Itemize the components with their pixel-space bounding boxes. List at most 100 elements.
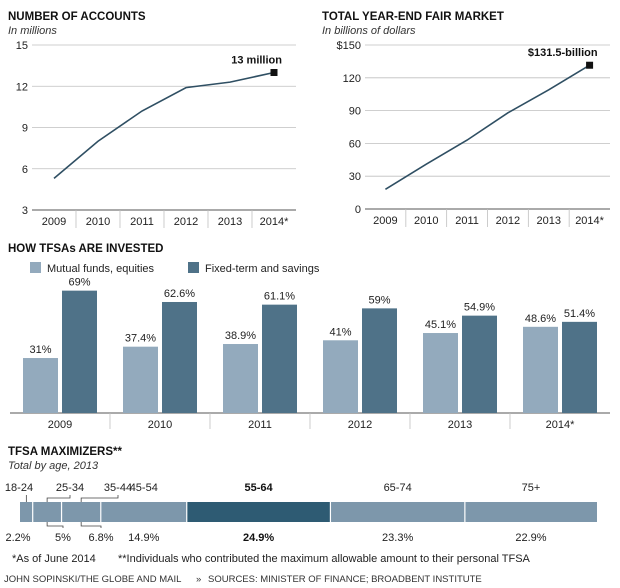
maximizers-title: TFSA MAXIMIZERS** [8, 446, 122, 458]
pct-label-2: 6.8% [88, 532, 113, 544]
segment-5 [330, 502, 465, 522]
pct-label-3: 14.9% [128, 532, 159, 544]
bar-category-0: 2009 [48, 419, 72, 431]
bar-fixed-3 [362, 308, 397, 413]
segment-4 [186, 502, 331, 522]
pct-leader-2 [80, 522, 102, 528]
c2-x-tick-0: 2009 [373, 215, 397, 227]
c1-y-tick-0: 3 [22, 205, 28, 217]
fair-market-subtitle: In billions of dollars [322, 25, 416, 37]
c2-y-tick-0: 0 [355, 204, 361, 216]
pct-label-5: 23.3% [382, 532, 413, 544]
bar-fixed-4 [462, 315, 497, 413]
credit-separator: » [196, 574, 201, 585]
bar-category-4: 2013 [448, 419, 472, 431]
bar-label-fixed-2: 61.1% [264, 291, 295, 303]
bar-label-mutual-5: 48.6% [525, 313, 556, 325]
legend-label-mutual: Mutual funds, equities [47, 263, 155, 275]
fair-market-chart: 0 30 60 90 120 $150 2009 2010 2011 2012 2013 2014* $… [337, 40, 610, 227]
bar-category-3: 2012 [348, 419, 372, 431]
age-label-0: 18-24 [5, 482, 33, 494]
age-label-5: 65-74 [384, 482, 412, 494]
bar-mutual-4 [423, 333, 458, 413]
c1-y-tick-3: 12 [16, 81, 28, 93]
age-label-2: 35-44 [104, 482, 132, 494]
segment-0 [20, 502, 33, 522]
bar-label-mutual-0: 31% [29, 344, 51, 356]
segment-1 [32, 502, 62, 522]
bar-label-fixed-4: 54.9% [464, 302, 495, 314]
bar-fixed-2 [262, 304, 297, 413]
bar-fixed-5 [562, 321, 597, 413]
footnote-maximizers: **Individuals who contributed the maximu… [118, 553, 531, 565]
age-leader-1 [46, 495, 71, 502]
age-label-6: 75+ [522, 482, 541, 494]
pct-leader-1 [46, 522, 64, 528]
bar-label-mutual-2: 38.9% [225, 330, 256, 342]
c2-y-tick-2: 60 [349, 138, 361, 150]
bar-fixed-1 [162, 301, 197, 413]
legend-swatch-fixed [188, 262, 199, 273]
c2-x-tick-5: 2014* [575, 215, 604, 227]
bar-label-fixed-1: 62.6% [164, 288, 195, 300]
bar-label-fixed-3: 59% [368, 294, 390, 306]
age-label-4: 55-64 [245, 482, 274, 494]
c2-y-tick-1: 30 [349, 171, 361, 183]
bar-label-fixed-5: 51.4% [564, 308, 595, 320]
invested-chart: 31% 69% 2009 37.4% 62.6% 2010 38.9% 61.1% 2011 41… [10, 277, 610, 431]
accounts-title: NUMBER OF ACCOUNTS [8, 11, 146, 23]
c1-x-tick-0: 2009 [42, 216, 66, 228]
age-label-1: 25-34 [56, 482, 84, 494]
age-leader-2 [80, 495, 119, 502]
bar-fixed-0 [62, 290, 97, 413]
maximizers-subtitle: Total by age, 2013 [8, 460, 99, 472]
accounts-chart: 3 6 9 12 15 2009 2010 2011 2012 2013 2014* 13 milli… [16, 40, 296, 228]
c1-y-tick-4: 15 [16, 40, 28, 52]
age-label-3: 45-54 [130, 482, 158, 494]
c1-series-line [53, 71, 275, 179]
c1-x-tick-3: 2012 [174, 216, 198, 228]
credit: JOHN SOPINSKI/THE GLOBE AND MAIL [4, 574, 181, 585]
c1-y-tick-2: 9 [22, 123, 28, 135]
footnote-as-of: *As of June 2014 [12, 553, 96, 565]
c1-end-marker [270, 69, 278, 76]
c2-y-tick-4: 120 [343, 73, 361, 85]
bar-mutual-2 [223, 344, 258, 413]
pct-label-6: 22.9% [515, 532, 546, 544]
bar-mutual-1 [123, 346, 158, 413]
invested-title: HOW TFSAs ARE INVESTED [8, 243, 163, 255]
sources: SOURCES: MINISTER OF FINANCE; BROADBENT … [208, 574, 482, 585]
fair-market-title: TOTAL YEAR-END FAIR MARKET [322, 11, 504, 23]
accounts-subtitle: In millions [8, 25, 57, 37]
c2-y-tick-3: 90 [349, 106, 361, 118]
legend-swatch-mutual [30, 262, 41, 273]
c1-x-tick-2: 2011 [130, 216, 154, 228]
segment-6 [464, 502, 597, 522]
bar-mutual-5 [523, 326, 558, 413]
bar-label-fixed-0: 69% [68, 277, 90, 289]
legend-label-fixed: Fixed-term and savings [205, 263, 320, 275]
c1-y-tick-1: 6 [22, 164, 28, 176]
pct-label-1: 5% [55, 532, 71, 544]
c2-end-marker [586, 61, 594, 69]
bar-category-2: 2011 [248, 419, 272, 431]
c2-series-line [384, 64, 590, 191]
pct-label-4: 24.9% [243, 532, 274, 544]
c2-x-tick-4: 2013 [537, 215, 561, 227]
bar-category-1: 2010 [148, 419, 172, 431]
c2-end-annotation: $131.5-billion [528, 47, 598, 59]
c1-x-tick-4: 2013 [218, 216, 242, 228]
bar-label-mutual-1: 37.4% [125, 333, 156, 345]
bar-label-mutual-4: 45.1% [425, 319, 456, 331]
c2-x-tick-3: 2012 [496, 215, 520, 227]
pct-label-0: 2.2% [5, 532, 30, 544]
segment-3 [100, 502, 187, 522]
bar-label-mutual-3: 41% [329, 326, 351, 338]
bar-category-5: 2014* [546, 419, 575, 431]
c2-x-tick-2: 2011 [455, 215, 479, 227]
c2-y-tick-5: $150 [337, 40, 361, 52]
c1-x-tick-5: 2014* [260, 216, 289, 228]
c1-end-annotation: 13 million [231, 55, 282, 67]
segment-2 [61, 502, 101, 522]
c2-x-tick-1: 2010 [414, 215, 438, 227]
